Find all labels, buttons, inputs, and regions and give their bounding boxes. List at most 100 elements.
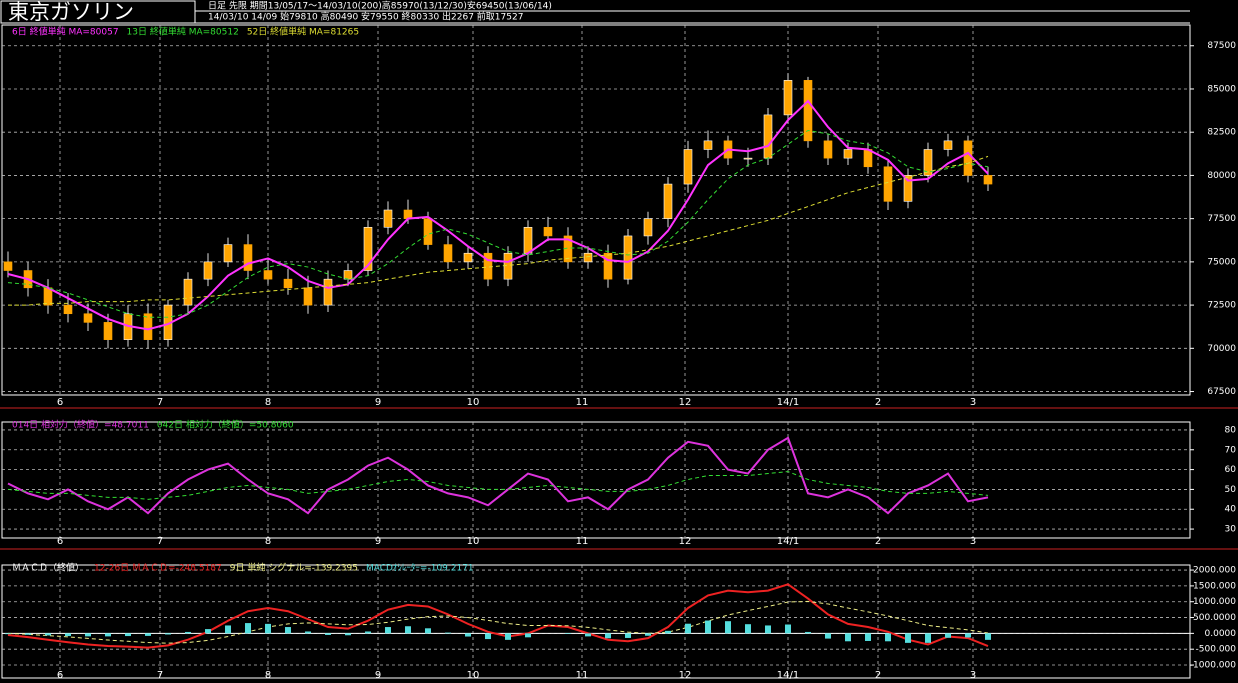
candle-body	[403, 209, 413, 219]
series-line	[7, 129, 989, 318]
histogram-bar	[65, 633, 71, 637]
x-tick-label: 9	[375, 397, 381, 408]
histogram-bar	[585, 633, 591, 637]
histogram-bar	[25, 633, 31, 635]
histogram-bar	[5, 633, 11, 635]
candle-body	[523, 226, 533, 254]
y-tick-label: 30	[1225, 525, 1237, 535]
histogram-bar	[345, 633, 351, 636]
histogram-bar	[105, 633, 111, 637]
candle-body	[503, 252, 513, 280]
candle-body	[763, 114, 773, 159]
x-tick-label: 10	[467, 670, 480, 681]
x-tick-label: 7	[157, 397, 163, 408]
legend-entry: 042日 相対力（終値）=50.8060	[157, 419, 294, 431]
histogram-bar	[805, 631, 811, 634]
panel-title: ＭＡＣＤ（終値）	[12, 562, 84, 574]
candle-body	[443, 244, 453, 263]
x-tick-label: 6	[57, 670, 63, 681]
y-tick-label: 50	[1225, 485, 1237, 495]
y-tick-label: 75000	[1207, 257, 1236, 267]
candle-body	[843, 149, 853, 159]
candle-body	[83, 313, 93, 323]
histogram-bar	[225, 625, 231, 634]
histogram-bar	[145, 633, 151, 636]
histogram-bar	[705, 620, 711, 634]
histogram-bar	[85, 633, 91, 637]
y-tick-label: 500.0000	[1193, 613, 1236, 623]
candle-body	[683, 149, 693, 185]
y-tick-label: 1500.000	[1193, 581, 1236, 591]
x-tick-label: 14/1	[777, 397, 799, 408]
histogram-bar	[165, 633, 171, 635]
y-tick-label: 80000	[1207, 171, 1236, 181]
histogram-bar	[425, 628, 431, 634]
x-tick-label: 3	[970, 536, 976, 547]
histogram-bar	[125, 633, 131, 637]
histogram-bar	[365, 631, 371, 634]
x-tick-label: 3	[970, 670, 976, 681]
histogram-bar	[785, 624, 791, 634]
histogram-bar	[905, 633, 911, 643]
candle-body	[223, 244, 233, 263]
candle-body	[303, 287, 313, 306]
candle-body	[823, 140, 833, 159]
histogram-bar	[245, 623, 251, 634]
x-tick-label: 6	[57, 397, 63, 408]
candle-body	[343, 270, 353, 280]
candle-body	[923, 149, 933, 176]
histogram-bar	[745, 624, 751, 634]
x-tick-label: 2	[875, 670, 881, 681]
histogram-bar	[865, 633, 871, 641]
histogram-bar	[485, 633, 491, 640]
y-tick-label: 72500	[1207, 301, 1236, 311]
series-line	[7, 600, 989, 644]
y-tick-label: -500.000	[1196, 645, 1237, 655]
histogram-bar	[265, 623, 271, 634]
candle-body	[363, 226, 373, 271]
series-line	[7, 471, 989, 500]
y-tick-label: -1000.000	[1190, 661, 1236, 671]
x-tick-label: 3	[970, 397, 976, 408]
legend-entry: 12-26日 ＭＡＣＤ=-248.5187	[94, 563, 222, 574]
histogram-bar	[325, 633, 331, 635]
legend-entry: 9日 単純 シグナル=-139.2395	[230, 562, 358, 574]
candle-body	[663, 183, 673, 219]
info-line: 日足 先限 期間13/05/17～14/03/10(200)高85970(13/…	[208, 0, 552, 12]
y-tick-label: 87500	[1207, 41, 1236, 51]
candle-body	[783, 80, 793, 116]
x-tick-label: 7	[157, 670, 163, 681]
x-tick-label: 11	[576, 670, 589, 681]
x-tick-label: 12	[679, 397, 692, 408]
x-tick-label: 10	[467, 536, 480, 547]
y-tick-label: 70	[1225, 445, 1237, 455]
x-tick-label: 12	[679, 670, 692, 681]
histogram-bar	[825, 633, 831, 639]
candle-body	[583, 252, 593, 263]
candle-body	[483, 252, 493, 280]
candle-body	[463, 252, 473, 263]
y-tick-label: 40	[1225, 505, 1237, 515]
candle-body	[983, 175, 993, 185]
candle-body	[283, 278, 293, 289]
panel-frame	[1, 421, 1191, 539]
histogram-bar	[625, 633, 631, 638]
page-title: 東京ガソリン	[8, 0, 134, 24]
y-tick-label: 85000	[1207, 84, 1236, 94]
candle-body	[543, 226, 553, 237]
candle-body	[603, 252, 613, 280]
histogram-bar	[965, 633, 971, 638]
x-tick-label: 7	[157, 536, 163, 547]
candle-body	[943, 140, 953, 150]
y-tick-label: 1000.000	[1193, 597, 1236, 607]
histogram-bar	[765, 625, 771, 634]
x-tick-label: 9	[375, 670, 381, 681]
candle-body	[143, 313, 153, 340]
candle-body	[643, 218, 653, 237]
legend-entry: MACDｵｼﾚｰﾀｰ=-109.2171	[366, 563, 474, 574]
info-line: 14/03/10 14/09 始79810 高80490 安79550 終803…	[208, 11, 523, 23]
y-tick-label: 67500	[1207, 387, 1236, 397]
candle-body	[703, 140, 713, 150]
panel-frame	[1, 564, 1191, 679]
